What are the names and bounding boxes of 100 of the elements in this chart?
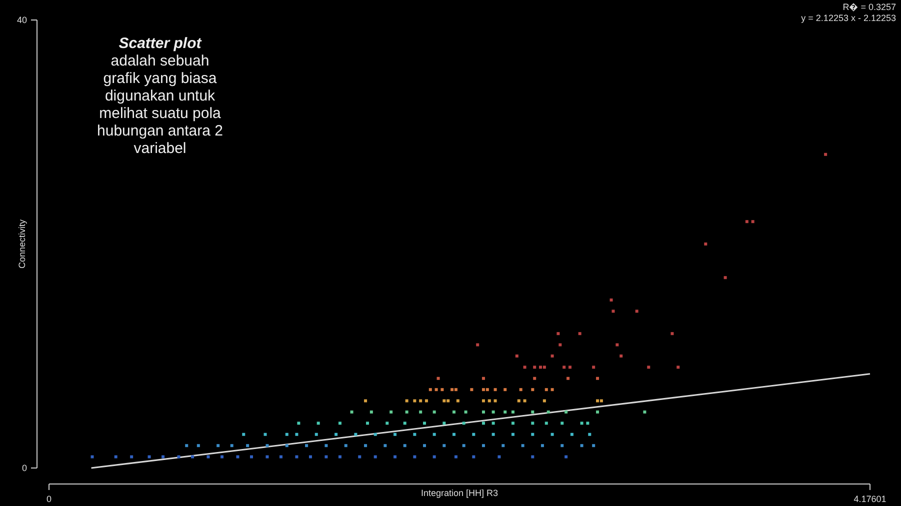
point <box>566 376 570 380</box>
point <box>519 388 522 392</box>
point <box>434 388 438 392</box>
point <box>620 354 623 358</box>
point <box>424 399 428 402</box>
point <box>305 444 308 448</box>
point <box>542 366 546 369</box>
point <box>216 444 220 448</box>
point <box>544 388 548 392</box>
point <box>324 455 328 458</box>
point <box>643 410 646 414</box>
point <box>515 354 518 358</box>
point <box>334 432 338 436</box>
point <box>316 422 320 425</box>
point <box>560 422 564 425</box>
point <box>482 399 485 402</box>
point <box>472 455 476 458</box>
point <box>456 399 460 402</box>
point <box>494 399 497 402</box>
x-tick-label: 4.17601 <box>854 494 886 504</box>
point <box>498 455 501 458</box>
text: R� = 0.3257 <box>842 2 896 12</box>
point <box>413 455 416 458</box>
point <box>580 444 584 448</box>
point <box>344 444 348 448</box>
point <box>432 455 436 458</box>
point <box>511 432 514 436</box>
point <box>162 455 165 458</box>
point <box>556 332 560 336</box>
point <box>568 366 572 369</box>
point <box>560 444 564 448</box>
point <box>242 432 246 436</box>
point <box>588 432 592 436</box>
point <box>450 388 454 392</box>
point <box>523 366 526 369</box>
point <box>470 388 474 392</box>
point <box>452 432 456 436</box>
point <box>550 354 554 358</box>
point <box>531 388 534 392</box>
point <box>394 432 397 436</box>
point <box>374 432 377 436</box>
point <box>454 455 458 458</box>
point <box>745 220 748 224</box>
point <box>419 410 422 414</box>
point <box>504 410 507 414</box>
point <box>191 455 194 458</box>
point <box>405 399 408 402</box>
point <box>266 455 269 458</box>
point <box>364 399 368 402</box>
point <box>492 422 495 425</box>
point <box>521 444 524 448</box>
point <box>462 444 466 448</box>
point <box>558 343 562 346</box>
point <box>531 432 534 436</box>
point <box>596 399 600 402</box>
point <box>492 432 495 436</box>
point <box>704 242 708 246</box>
point <box>504 388 507 392</box>
point <box>350 410 354 414</box>
point <box>476 343 480 346</box>
point <box>114 455 118 458</box>
point <box>130 455 134 458</box>
point <box>544 422 548 425</box>
point <box>446 399 450 402</box>
point <box>586 422 590 425</box>
point <box>196 444 200 448</box>
point <box>442 422 446 425</box>
point <box>523 399 526 402</box>
point <box>724 276 727 280</box>
y-tick-label: 40 <box>16 15 27 25</box>
point <box>394 455 397 458</box>
point <box>279 455 282 458</box>
point <box>486 388 489 392</box>
point <box>423 444 426 448</box>
point <box>494 388 497 392</box>
point <box>452 410 456 414</box>
point <box>364 444 368 448</box>
point <box>314 432 318 436</box>
point <box>578 332 582 336</box>
point <box>264 432 267 436</box>
point <box>324 444 328 448</box>
point <box>482 410 485 414</box>
point <box>592 444 596 448</box>
point <box>440 388 444 392</box>
point <box>647 366 650 369</box>
point <box>436 376 440 380</box>
point <box>751 220 754 224</box>
point <box>502 444 505 448</box>
point <box>295 432 298 436</box>
point <box>533 366 536 369</box>
point <box>413 432 416 436</box>
point <box>482 422 485 425</box>
point <box>230 444 234 448</box>
point <box>246 444 250 448</box>
point <box>531 455 534 458</box>
point <box>390 410 393 414</box>
point <box>185 444 188 448</box>
point <box>442 444 446 448</box>
point <box>616 343 619 346</box>
point <box>635 310 638 313</box>
